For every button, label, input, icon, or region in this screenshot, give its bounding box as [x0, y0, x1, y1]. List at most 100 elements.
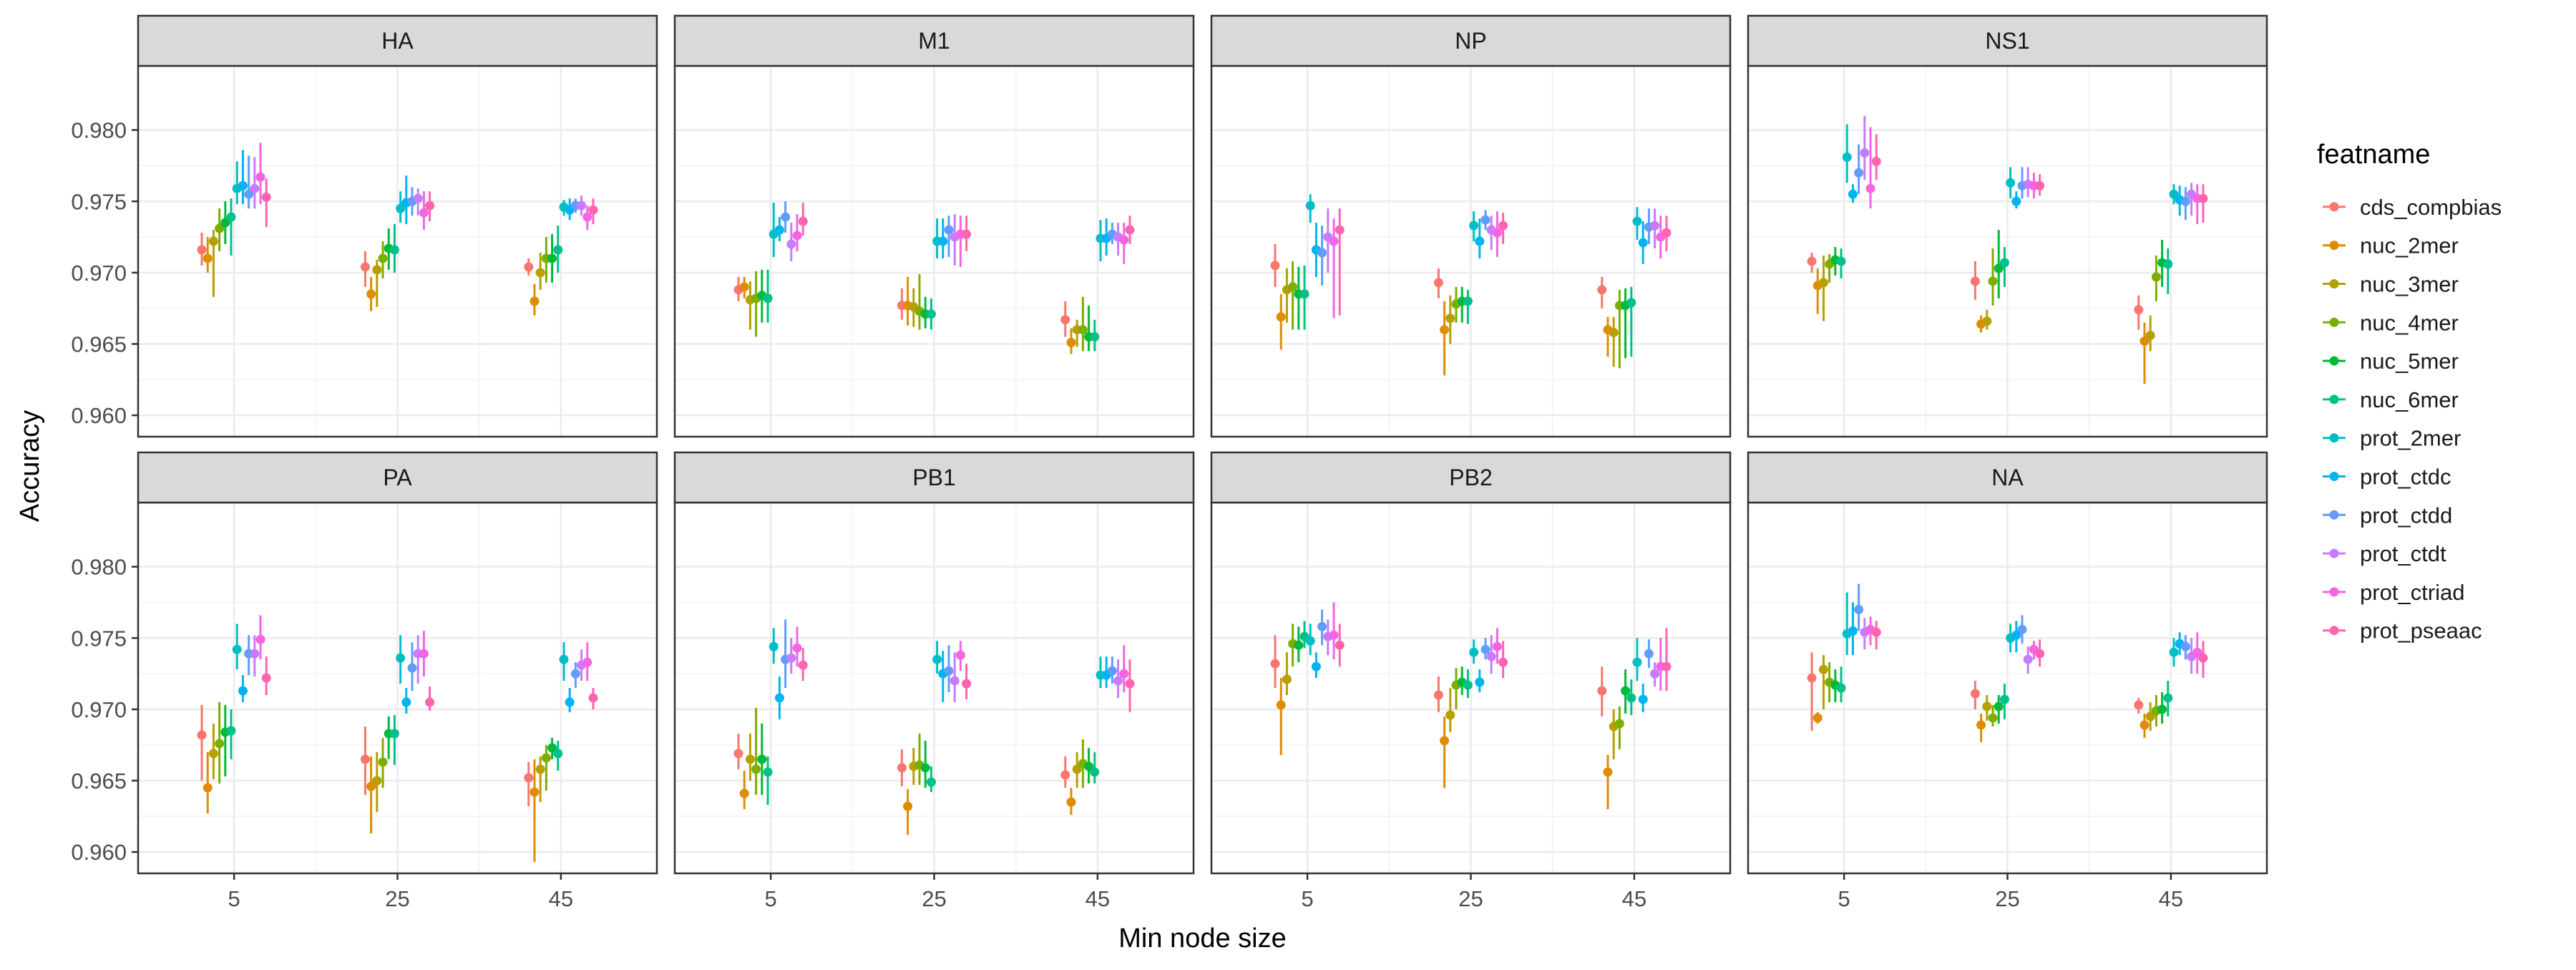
data-point: [1305, 636, 1315, 646]
x-tick-label: 25: [1995, 886, 2019, 911]
data-point: [425, 200, 435, 210]
data-point: [389, 729, 399, 739]
data-point: [588, 693, 598, 703]
data-point: [570, 669, 580, 679]
legend-label: prot_pseaac: [2360, 619, 2482, 644]
data-point: [530, 296, 540, 306]
x-tick-label: 45: [1622, 886, 1646, 911]
data-point: [2023, 654, 2033, 664]
data-point: [208, 749, 218, 759]
data-point: [197, 730, 207, 740]
data-point: [920, 763, 930, 773]
data-point: [1842, 152, 1852, 163]
data-point: [1119, 235, 1129, 245]
data-point: [1294, 640, 1304, 650]
legend-label: prot_ctdt: [2360, 541, 2446, 566]
facet-strip-label: PA: [383, 465, 412, 490]
legend-key-point: [2329, 241, 2339, 251]
data-point: [1662, 228, 1672, 238]
y-tick-label: 0.960: [71, 840, 127, 865]
data-point: [1597, 285, 1607, 295]
legend-key-point: [2329, 548, 2339, 558]
data-point: [1125, 679, 1135, 689]
y-tick-label: 0.965: [71, 769, 127, 794]
legend-label: prot_ctdc: [2360, 465, 2451, 490]
data-point: [1463, 296, 1473, 306]
y-tick-label: 0.975: [71, 626, 127, 651]
y-tick-label: 0.970: [71, 697, 127, 722]
data-point: [1475, 236, 1485, 246]
data-point: [2169, 647, 2179, 657]
data-point: [208, 236, 218, 246]
y-tick-label: 0.980: [71, 555, 127, 580]
data-point: [1329, 236, 1339, 246]
x-tick-label: 25: [1458, 886, 1483, 911]
data-point: [2145, 331, 2155, 341]
data-point: [1090, 767, 1100, 777]
data-point: [372, 776, 382, 785]
data-point: [1066, 797, 1076, 807]
data-point: [366, 289, 376, 299]
data-point: [238, 180, 248, 190]
data-point: [1988, 276, 1998, 286]
data-point: [1638, 694, 1648, 704]
data-point: [577, 200, 587, 210]
data-point: [2017, 624, 2027, 634]
data-point: [1848, 189, 1858, 199]
data-point: [2134, 700, 2144, 710]
data-point: [203, 782, 213, 792]
data-point: [2151, 272, 2161, 282]
data-point: [1445, 710, 1455, 720]
data-point: [733, 749, 743, 759]
data-point: [1999, 694, 2009, 704]
data-point: [1807, 673, 1817, 683]
data-point: [1480, 215, 1491, 225]
legend-label: cds_compbias: [2360, 195, 2502, 220]
data-point: [588, 205, 598, 215]
data-point: [547, 253, 557, 263]
data-point: [1603, 767, 1613, 777]
data-point: [1836, 256, 1846, 266]
x-tick-label: 5: [228, 886, 240, 911]
data-point: [215, 223, 225, 233]
data-point: [1871, 156, 1881, 166]
data-point: [401, 697, 411, 707]
data-point: [1335, 225, 1345, 235]
data-point: [1335, 640, 1345, 650]
data-point: [1090, 332, 1100, 342]
y-tick-label: 0.965: [71, 332, 127, 357]
data-point: [932, 654, 942, 664]
data-point: [2145, 712, 2155, 722]
data-point: [786, 239, 796, 249]
data-point: [396, 203, 406, 213]
facet-strip-label: NA: [1991, 465, 2024, 490]
data-point: [1445, 314, 1455, 324]
x-tick-label: 25: [922, 886, 946, 911]
data-point: [781, 212, 791, 222]
legend-title: featname: [2317, 140, 2430, 170]
data-point: [197, 245, 207, 255]
data-point: [1632, 657, 1642, 667]
legend-key-point: [2329, 626, 2339, 636]
data-point: [2198, 653, 2208, 663]
data-point: [955, 650, 965, 660]
data-point: [1865, 183, 1875, 193]
data-point: [1498, 657, 1508, 667]
data-point: [250, 183, 260, 193]
legend-label: nuc_3mer: [2360, 272, 2459, 297]
data-point: [1433, 278, 1443, 288]
data-point: [2134, 305, 2144, 315]
data-point: [360, 755, 370, 765]
legend-key-point: [2329, 279, 2339, 288]
data-point: [553, 245, 563, 255]
data-point: [1492, 641, 1502, 651]
data-point: [261, 673, 271, 683]
data-point: [944, 666, 954, 676]
data-point: [903, 801, 913, 811]
data-point: [215, 739, 225, 749]
data-point: [425, 697, 435, 707]
data-point: [389, 245, 399, 255]
data-point: [1270, 659, 1280, 669]
